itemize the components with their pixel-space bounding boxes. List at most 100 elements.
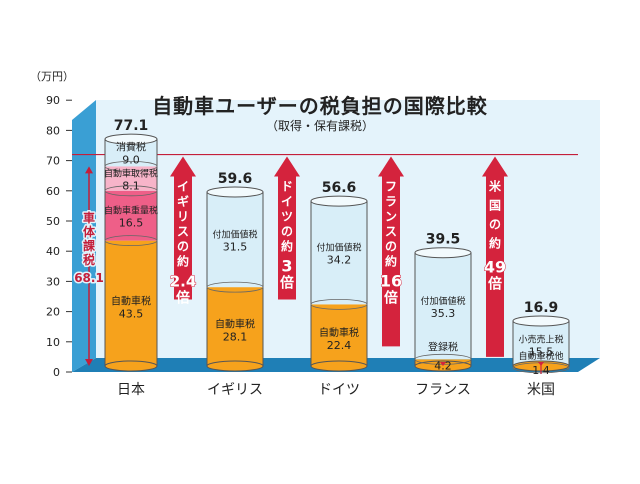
bar-1-seg-0-name: 自動車税 <box>215 318 255 331</box>
category-label-4: 米国 <box>527 382 555 398</box>
bar-4-seg-1-name: 小売売上税 <box>518 333 563 345</box>
bar-2-total: 56.6 <box>322 180 357 196</box>
ratio-arrow-char-0-3: ス <box>177 225 189 239</box>
bar-0-boundary-1 <box>104 185 158 197</box>
y-tick-label-0: 0 <box>53 366 60 379</box>
bar-3-seg-1-name: 付加価値税 <box>420 295 465 307</box>
y-tick-label-8: 80 <box>46 124 60 137</box>
bar-0-seg-2-name: 自動車取得税 <box>104 168 158 180</box>
bar-0-segment-1 <box>105 190 157 241</box>
bar-3-seg-0-value: 4.2 <box>434 360 452 373</box>
bar-1-boundary-0 <box>206 281 264 293</box>
ratio-arrow-char-3-2: の <box>489 218 501 232</box>
bar-cylinders: 77.1自動車税43.5自動車重量税16.5自動車取得税8.1消費税9.059.… <box>104 118 570 377</box>
bar-2-boundary-0 <box>310 298 368 310</box>
bar-1-seg-0-value: 28.1 <box>223 331 248 344</box>
bar-2-segment-1 <box>311 201 367 305</box>
ratio-multiplier-1: 3 <box>281 257 292 276</box>
bar-1-seg-1-value: 31.5 <box>223 241 248 254</box>
bar-2-seg-1-value: 34.2 <box>327 254 352 267</box>
bar-3-top <box>414 247 472 259</box>
bar-3-seg-1-value: 35.3 <box>431 307 456 320</box>
bar-0-seg-1-name: 自動車重量税 <box>104 205 158 217</box>
ratio-arrow-char-0-0: イ <box>177 180 189 194</box>
ratio-suffix-1: 倍 <box>280 275 294 292</box>
ratio-arrow-char-2-0: フ <box>385 180 397 194</box>
y-tick-label-4: 40 <box>46 245 60 258</box>
ratio-arrow-char-0-4: の <box>177 240 189 254</box>
bar-3-seg-0-name: 登録税 <box>428 340 458 353</box>
bar-0-bottom <box>104 360 158 372</box>
bracket-char-1: 体 <box>83 224 96 239</box>
bar-0-seg-3-value: 9.0 <box>122 154 140 167</box>
bar-1-top <box>206 186 264 198</box>
bracket-char-3: 税 <box>83 252 95 267</box>
bar-0-segment-0 <box>105 240 157 366</box>
ratio-multiplier-3: 49 <box>484 258 506 277</box>
bar-0-seg-1-value: 16.5 <box>119 217 144 230</box>
bar-2-top <box>310 195 368 207</box>
bar-0-total: 77.1 <box>114 118 149 134</box>
ratio-arrow-char-0-1: ギ <box>177 194 189 209</box>
bar-0-seg-0-value: 43.5 <box>119 307 144 320</box>
category-label-2: ドイツ <box>318 382 360 398</box>
category-label-3: フランス <box>415 382 471 398</box>
bracket-char-0: 車 <box>83 210 95 225</box>
ratio-arrow-char-1-1: イ <box>281 195 293 209</box>
ratio-suffix-2: 倍 <box>384 290 398 307</box>
bar-4-seg-1-value: 15.5 <box>529 345 554 358</box>
ratio-suffix-3: 倍 <box>488 276 502 293</box>
ratio-arrow-char-1-2: ツ <box>281 210 293 224</box>
ratio-arrow-shape-1 <box>274 156 300 300</box>
bracket-char-2: 課 <box>83 238 96 253</box>
bar-2-segment-0 <box>311 304 367 366</box>
y-axis: 0 10 20 30 40 50 60 70 80 90 （万円） <box>30 70 74 379</box>
bar-1-segment-0 <box>207 287 263 366</box>
ratio-arrow-char-3-0: 米 <box>489 179 502 194</box>
ratio-arrow-shape-0 <box>170 156 196 300</box>
bar-0-seg-3-name: 消費税 <box>116 141 146 154</box>
ratio-arrow-char-0-5: 約 <box>177 254 189 269</box>
y-tick-label-9: 90 <box>46 94 60 107</box>
ratio-arrow-char-3-3: 約 <box>489 236 501 251</box>
y-tick-label-6: 60 <box>46 185 60 198</box>
ratio-arrow-shape-3 <box>482 156 508 357</box>
ratio-multiplier-0: 2.4 <box>170 273 197 291</box>
bar-1-seg-1-name: 付加価値税 <box>212 229 257 241</box>
ratio-arrow-char-2-2: ン <box>385 210 397 224</box>
bracket-arrow-bottom <box>85 359 93 366</box>
bracket-arrow-top <box>85 166 93 174</box>
y-tick-label-7: 70 <box>46 155 60 168</box>
bar-1-total: 59.6 <box>218 171 253 187</box>
bar-2-seg-1-name: 付加価値税 <box>316 242 361 254</box>
bar-2-bottom <box>310 360 368 372</box>
y-tick-label-3: 30 <box>46 275 60 288</box>
bar-3-total: 39.5 <box>426 232 461 248</box>
bar-3-segment-1 <box>415 252 471 360</box>
ratio-arrow-char-2-1: ラ <box>385 195 397 209</box>
bar-4-seg-0-name: 自動車税他 <box>518 350 563 362</box>
bar-4-segment-1 <box>513 320 569 368</box>
y-tick-label-5: 50 <box>46 215 60 228</box>
side-wall <box>72 100 96 372</box>
ratio-arrow-char-1-0: ド <box>281 180 293 194</box>
bracket-value: 68.1 <box>74 271 104 285</box>
ratio-arrow-shape-2 <box>378 156 404 347</box>
bar-0-seg-0-name: 自動車税 <box>111 294 151 307</box>
category-label-1: イギリス <box>207 382 263 398</box>
ratio-arrow-char-1-4: 約 <box>281 239 293 254</box>
category-label-0: 日本 <box>117 382 145 398</box>
ratio-arrow-char-1-3: の <box>281 225 293 239</box>
bar-4-top <box>512 315 570 327</box>
ratio-arrow-char-3-1: 国 <box>489 199 501 213</box>
chart-title: 自動車ユーザーの税負担の国際比較 <box>152 94 488 118</box>
